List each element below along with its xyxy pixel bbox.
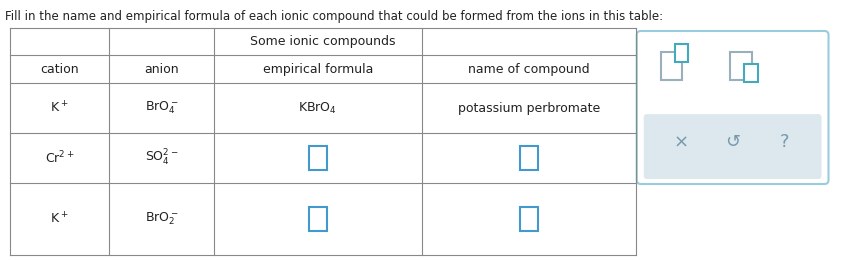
Bar	[674, 44, 689, 62]
Bar	[520, 146, 538, 170]
Text: potassium perbromate: potassium perbromate	[458, 101, 601, 114]
Text: BrO$_4^-$: BrO$_4^-$	[145, 100, 179, 116]
Text: cation: cation	[41, 62, 79, 75]
Text: anion: anion	[144, 62, 179, 75]
Bar	[520, 207, 538, 231]
FancyBboxPatch shape	[644, 114, 822, 179]
Bar	[309, 207, 327, 231]
Text: empirical formula: empirical formula	[263, 62, 373, 75]
Text: Some ionic compounds: Some ionic compounds	[250, 35, 396, 48]
Text: name of compound: name of compound	[468, 62, 590, 75]
Text: K$^+$: K$^+$	[51, 100, 69, 116]
Text: ?: ?	[779, 133, 789, 151]
Bar	[661, 52, 683, 80]
Bar	[309, 146, 327, 170]
FancyBboxPatch shape	[637, 31, 828, 184]
Text: K$^+$: K$^+$	[51, 211, 69, 227]
Text: KBrO$_4$: KBrO$_4$	[298, 100, 337, 115]
Bar	[730, 52, 752, 80]
Text: Cr$^{2+}$: Cr$^{2+}$	[45, 150, 75, 166]
Text: SO$_4^{2-}$: SO$_4^{2-}$	[145, 148, 178, 168]
Text: ×: ×	[673, 133, 689, 151]
Text: Fill in the name and empirical formula of each ionic compound that could be form: Fill in the name and empirical formula o…	[5, 10, 663, 23]
Bar	[744, 64, 758, 82]
Text: ↺: ↺	[725, 133, 740, 151]
Text: BrO$_2^-$: BrO$_2^-$	[145, 211, 179, 227]
